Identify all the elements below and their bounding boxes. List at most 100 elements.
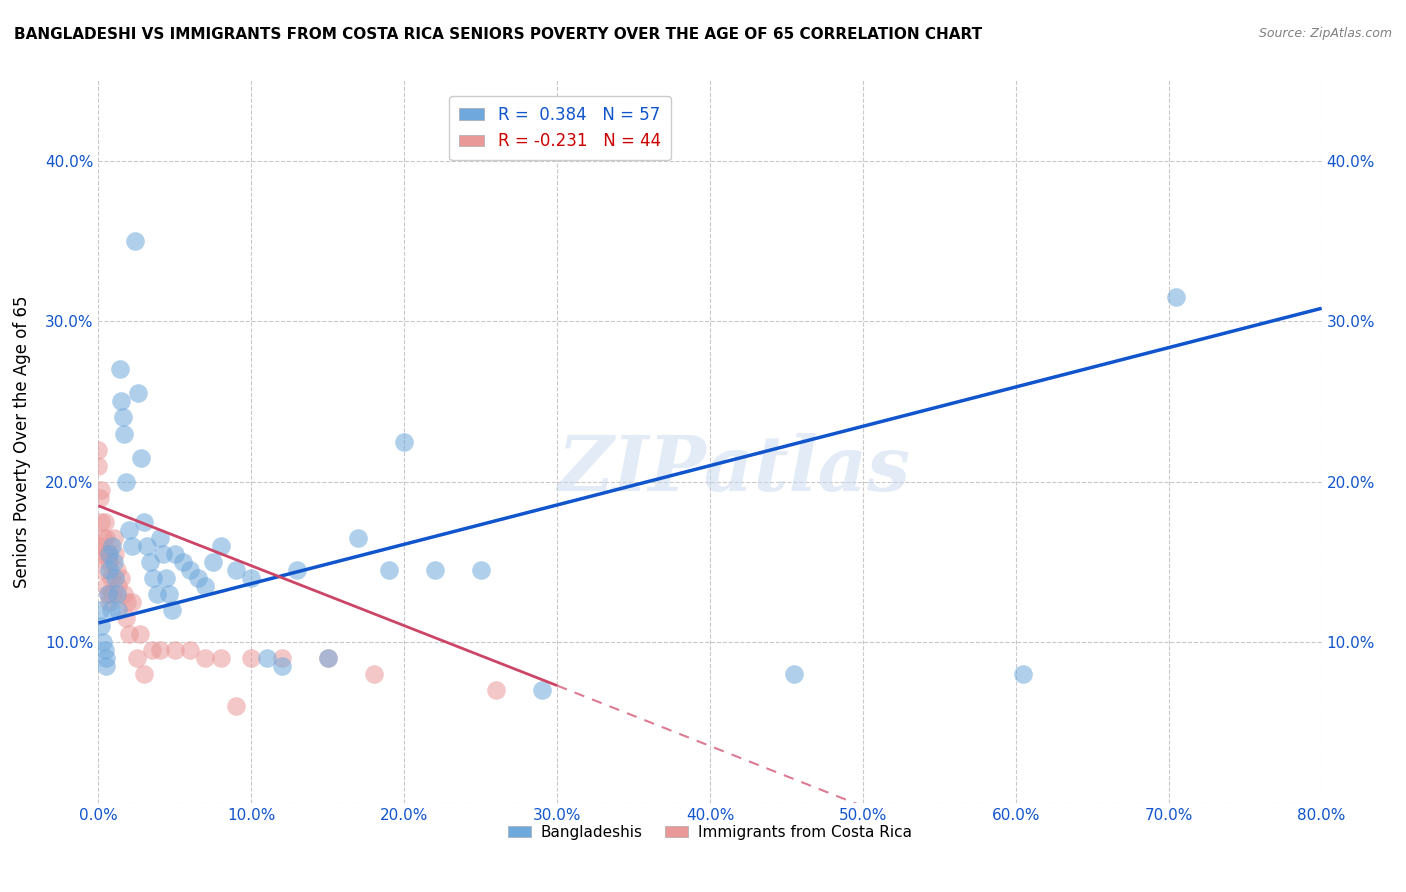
- Point: [125, 651, 148, 665]
- Point: [157, 587, 180, 601]
- Point: [134, 515, 156, 529]
- Point: [378, 563, 401, 577]
- Point: [209, 539, 232, 553]
- Point: [127, 386, 149, 401]
- Point: [87, 442, 110, 457]
- Point: [115, 475, 138, 489]
- Point: [118, 523, 141, 537]
- Point: [530, 683, 553, 698]
- Point: [100, 571, 122, 585]
- Point: [163, 643, 186, 657]
- Point: [87, 547, 110, 561]
- Point: [240, 651, 263, 665]
- Point: [94, 651, 117, 665]
- Y-axis label: Seniors Poverty Over the Age of 65: Seniors Poverty Over the Age of 65: [13, 295, 31, 588]
- Point: [101, 539, 124, 553]
- Point: [97, 587, 120, 601]
- Point: [89, 491, 111, 505]
- Point: [94, 579, 117, 593]
- Point: [97, 587, 120, 601]
- Point: [363, 667, 385, 681]
- Point: [89, 603, 111, 617]
- Point: [112, 587, 135, 601]
- Point: [93, 643, 115, 657]
- Point: [107, 603, 129, 617]
- Point: [105, 587, 128, 601]
- Point: [225, 563, 247, 577]
- Point: [100, 603, 122, 617]
- Point: [89, 539, 111, 553]
- Point: [163, 547, 186, 561]
- Point: [94, 531, 117, 545]
- Point: [98, 563, 121, 577]
- Point: [202, 555, 225, 569]
- Point: [115, 611, 138, 625]
- Point: [145, 587, 167, 601]
- Point: [139, 555, 162, 569]
- Point: [117, 595, 139, 609]
- Point: [392, 434, 416, 449]
- Point: [470, 563, 492, 577]
- Point: [149, 643, 172, 657]
- Point: [128, 627, 150, 641]
- Point: [209, 651, 232, 665]
- Point: [134, 667, 156, 681]
- Point: [172, 555, 194, 569]
- Text: BANGLADESHI VS IMMIGRANTS FROM COSTA RICA SENIORS POVERTY OVER THE AGE OF 65 COR: BANGLADESHI VS IMMIGRANTS FROM COSTA RIC…: [14, 27, 983, 42]
- Legend: Bangladeshis, Immigrants from Costa Rica: Bangladeshis, Immigrants from Costa Rica: [502, 819, 918, 846]
- Point: [91, 635, 114, 649]
- Point: [316, 651, 339, 665]
- Point: [160, 603, 183, 617]
- Point: [104, 547, 127, 561]
- Point: [98, 555, 121, 569]
- Point: [91, 563, 114, 577]
- Point: [285, 563, 308, 577]
- Point: [103, 555, 125, 569]
- Point: [194, 651, 217, 665]
- Point: [93, 515, 115, 529]
- Point: [155, 571, 177, 585]
- Point: [93, 547, 115, 561]
- Point: [152, 547, 174, 561]
- Point: [104, 571, 127, 585]
- Point: [347, 531, 370, 545]
- Point: [1166, 290, 1188, 304]
- Point: [98, 547, 121, 561]
- Point: [103, 531, 125, 545]
- Point: [423, 563, 446, 577]
- Text: Source: ZipAtlas.com: Source: ZipAtlas.com: [1258, 27, 1392, 40]
- Point: [90, 619, 112, 633]
- Point: [111, 410, 134, 425]
- Point: [256, 651, 278, 665]
- Point: [485, 683, 508, 698]
- Point: [270, 659, 292, 673]
- Point: [91, 531, 114, 545]
- Point: [90, 515, 112, 529]
- Point: [121, 539, 143, 553]
- Point: [783, 667, 806, 681]
- Point: [129, 450, 152, 465]
- Point: [225, 699, 247, 714]
- Point: [101, 587, 124, 601]
- Point: [87, 458, 110, 473]
- Point: [112, 426, 135, 441]
- Text: ZIPatlas: ZIPatlas: [558, 434, 911, 508]
- Point: [316, 651, 339, 665]
- Point: [194, 579, 217, 593]
- Point: [107, 579, 129, 593]
- Point: [110, 571, 132, 585]
- Point: [187, 571, 209, 585]
- Point: [90, 483, 112, 497]
- Point: [118, 627, 141, 641]
- Point: [94, 659, 117, 673]
- Point: [149, 531, 172, 545]
- Point: [108, 362, 131, 376]
- Point: [136, 539, 159, 553]
- Point: [240, 571, 263, 585]
- Point: [179, 643, 201, 657]
- Point: [110, 394, 132, 409]
- Point: [141, 643, 163, 657]
- Point: [121, 595, 143, 609]
- Point: [179, 563, 201, 577]
- Point: [124, 234, 146, 248]
